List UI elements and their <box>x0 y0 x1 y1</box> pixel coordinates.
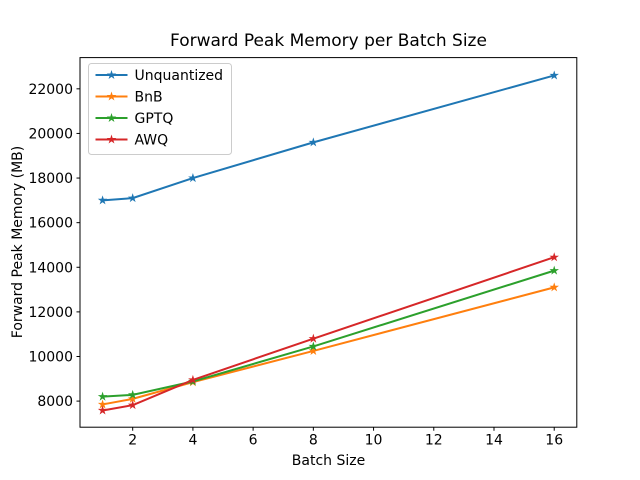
y-tick-label: 8000 <box>37 394 73 410</box>
legend-swatch-marker <box>106 91 117 101</box>
x-tick-label: 4 <box>188 433 197 449</box>
y-tick-label: 10000 <box>28 349 73 365</box>
x-tick-label: 8 <box>309 433 318 449</box>
series-marker-awq <box>308 333 319 343</box>
y-tick-label: 14000 <box>28 260 73 276</box>
legend-entry-label: AWQ <box>135 133 169 149</box>
x-tick-label: 16 <box>545 433 563 449</box>
series-marker-bnb <box>127 393 138 403</box>
series-marker-bnb <box>549 282 559 292</box>
series-marker-unquantized <box>308 137 319 147</box>
y-tick-label: 18000 <box>28 171 73 187</box>
series-marker-unquantized <box>127 193 138 203</box>
series-marker-unquantized <box>549 70 559 80</box>
series-marker-gptq <box>308 341 319 351</box>
chart-title: Forward Peak Memory per Batch Size <box>170 31 487 51</box>
series-marker-awq <box>549 252 559 262</box>
x-axis-label: Batch Size <box>291 453 366 469</box>
legend-entry-label: GPTQ <box>135 111 174 127</box>
series-marker-unquantized <box>188 173 198 183</box>
series-marker-bnb <box>97 399 108 409</box>
y-tick-label: 20000 <box>28 126 73 142</box>
y-tick-label: 16000 <box>28 216 73 232</box>
series-marker-gptq <box>549 265 559 275</box>
series-marker-gptq <box>97 391 108 401</box>
series-marker-bnb <box>308 345 319 355</box>
legend-entry-label: BnB <box>135 90 163 106</box>
legend-swatch-marker <box>106 134 117 144</box>
series-marker-awq <box>127 400 138 410</box>
y-tick-label: 12000 <box>28 305 73 321</box>
series-marker-gptq <box>127 389 138 399</box>
y-tick-label: 22000 <box>28 82 73 98</box>
x-tick-label: 12 <box>425 433 443 449</box>
x-tick-label: 6 <box>249 433 258 449</box>
x-tick-label: 14 <box>485 433 503 449</box>
series-marker-awq <box>97 405 108 415</box>
legend-entry-label: Unquantized <box>135 68 224 84</box>
y-axis-label: Forward Peak Memory (MB) <box>10 145 26 339</box>
legend-box <box>88 63 232 155</box>
legend-swatch-marker <box>106 70 117 80</box>
x-tick-label: 10 <box>365 433 383 449</box>
legend-swatch-marker <box>106 113 117 123</box>
series-marker-awq <box>188 374 198 384</box>
x-tick-label: 2 <box>128 433 137 449</box>
series-marker-unquantized <box>97 195 108 205</box>
plot-border <box>79 57 578 428</box>
